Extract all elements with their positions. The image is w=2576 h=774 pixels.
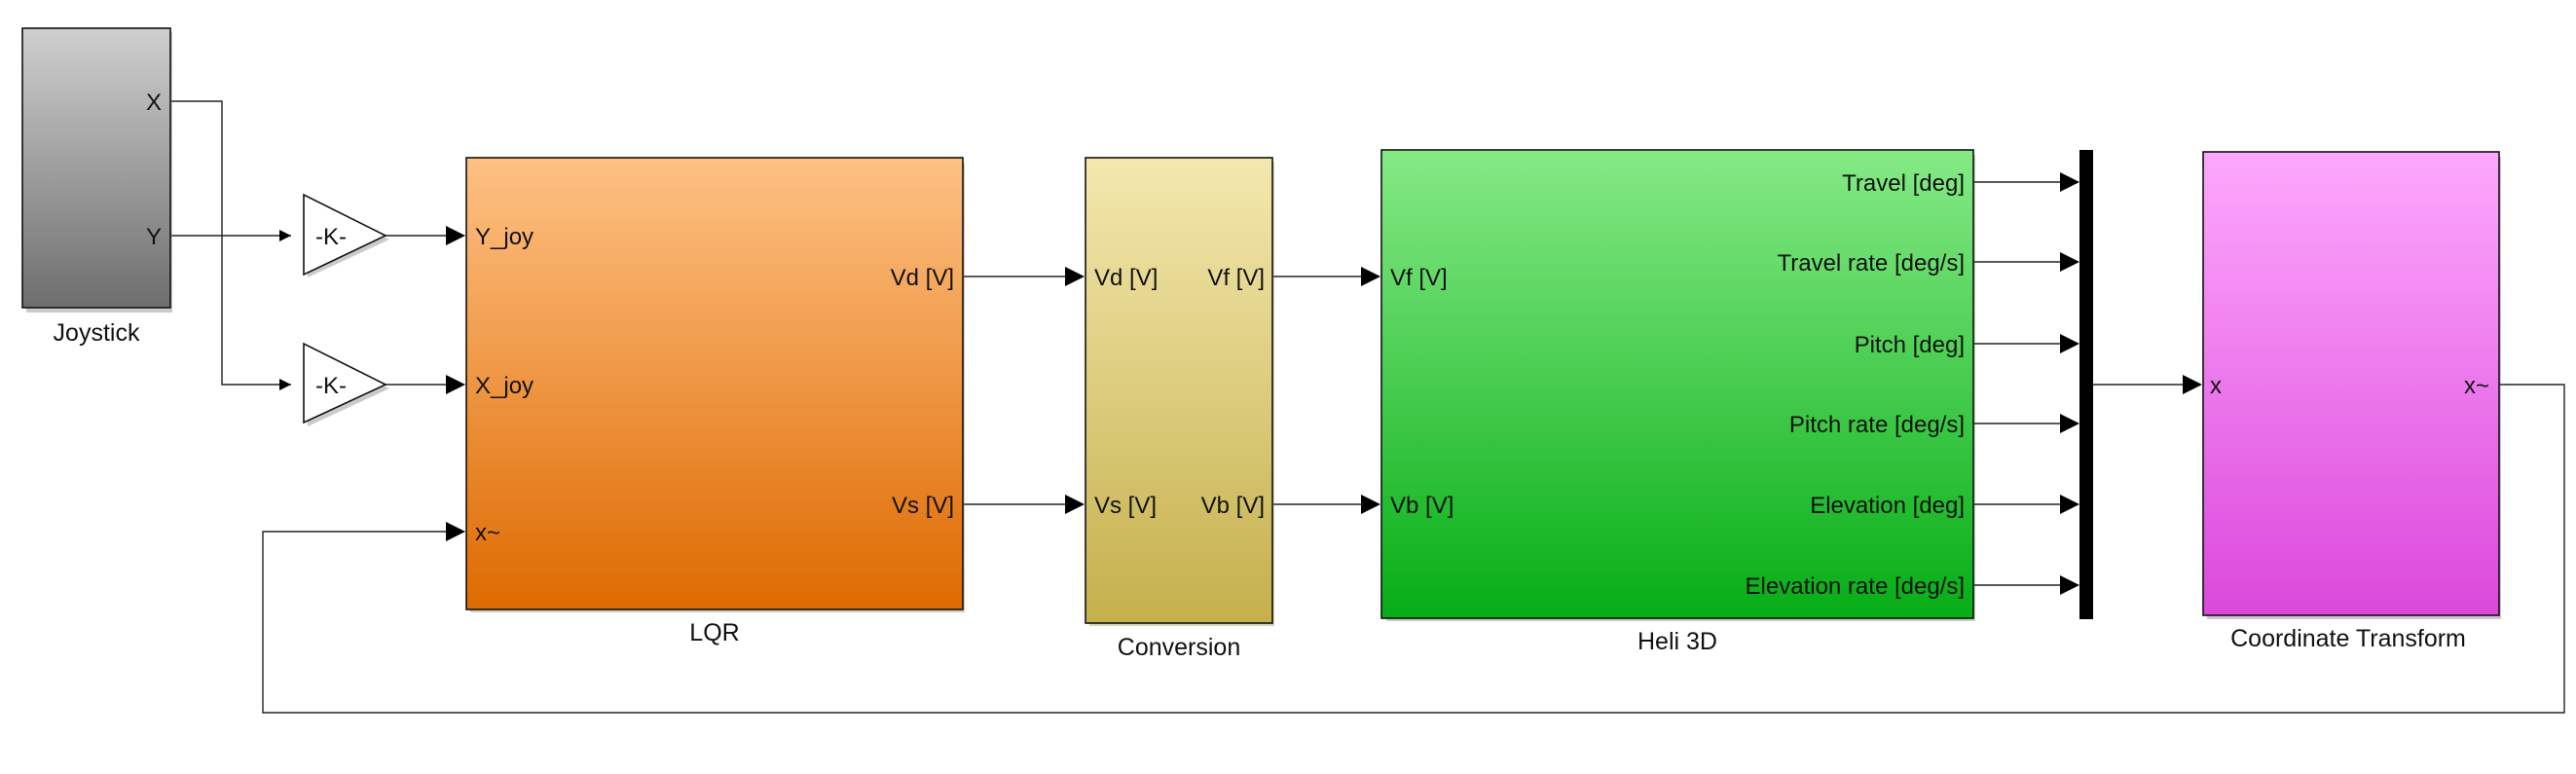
- joystick-title: Joystick: [54, 319, 140, 347]
- transform-port-xtilde: x~: [2464, 373, 2489, 399]
- heli-title: Heli 3D: [1638, 628, 1717, 655]
- arrow-mux-3: [2060, 334, 2079, 353]
- transform-port-x: x: [2210, 373, 2222, 399]
- arrow-mux-1: [2060, 172, 2079, 192]
- conversion-port-vd: Vd [V]: [1094, 265, 1158, 291]
- arrow-transform-in: [2183, 375, 2202, 394]
- arrow-lqr-yjoy: [446, 226, 465, 245]
- heli-block[interactable]: Vf [V] Vb [V] Travel [deg] Travel rate […: [1381, 150, 1975, 655]
- conversion-title: Conversion: [1118, 634, 1240, 661]
- wire-joystick-x[interactable]: [171, 101, 291, 385]
- joystick-block[interactable]: X Y Joystick: [22, 28, 172, 347]
- transform-title: Coordinate Transform: [2230, 625, 2466, 652]
- arrow-mux-5: [2060, 495, 2079, 514]
- arrow-gain-top-in: [279, 230, 291, 241]
- mux-block[interactable]: [2079, 150, 2093, 619]
- lqr-port-yjoy: Y_joy: [475, 224, 534, 250]
- arrow-lqr-xtilde: [446, 522, 465, 541]
- arrow-gain-bottom-in: [279, 379, 291, 390]
- arrow-heli-vb: [1361, 495, 1380, 514]
- lqr-port-xjoy: X_joy: [475, 373, 534, 399]
- lqr-block[interactable]: Y_joy X_joy x~ Vd [V] Vs [V] LQR: [466, 158, 965, 646]
- arrow-heli-vf: [1361, 267, 1380, 286]
- transform-block[interactable]: x x~ Coordinate Transform: [2203, 152, 2501, 652]
- heli-port-vf: Vf [V]: [1390, 265, 1448, 291]
- arrow-mux-2: [2060, 252, 2079, 272]
- gain-top-label: -K-: [315, 224, 347, 250]
- joystick-port-x: X: [146, 90, 162, 116]
- heli-port-elevation-rate: Elevation rate [deg/s]: [1746, 573, 1965, 600]
- gain-block-bottom[interactable]: -K-: [304, 344, 389, 426]
- arrow-conv-vd: [1065, 267, 1085, 286]
- heli-port-elevation: Elevation [deg]: [1810, 493, 1965, 519]
- conversion-port-vb: Vb [V]: [1201, 493, 1265, 519]
- lqr-port-vs: Vs [V]: [892, 493, 954, 519]
- lqr-title: LQR: [689, 619, 739, 646]
- lqr-port-xtilde: x~: [475, 520, 500, 546]
- arrow-lqr-xjoy: [446, 375, 465, 394]
- transform-body[interactable]: [2203, 152, 2499, 615]
- gain-block-top[interactable]: -K-: [304, 195, 389, 277]
- heli-port-pitch-rate: Pitch rate [deg/s]: [1789, 412, 1965, 438]
- heli-port-travel: Travel [deg]: [1842, 170, 1965, 197]
- joystick-body[interactable]: [22, 28, 170, 308]
- lqr-port-vd: Vd [V]: [891, 265, 954, 291]
- joystick-port-y: Y: [146, 224, 162, 250]
- lqr-body[interactable]: [466, 158, 963, 609]
- heli-body[interactable]: [1381, 150, 1973, 618]
- arrow-mux-6: [2060, 575, 2079, 595]
- conversion-block[interactable]: Vd [V] Vs [V] Vf [V] Vb [V] Conversion: [1086, 158, 1274, 661]
- heli-port-vb: Vb [V]: [1390, 493, 1454, 519]
- conversion-port-vs: Vs [V]: [1094, 493, 1157, 519]
- arrow-mux-4: [2060, 414, 2079, 433]
- heli-port-travel-rate: Travel rate [deg/s]: [1777, 250, 1965, 276]
- conversion-port-vf: Vf [V]: [1207, 265, 1265, 291]
- heli-port-pitch: Pitch [deg]: [1855, 332, 1965, 358]
- arrow-conv-vs: [1065, 495, 1085, 514]
- conversion-body[interactable]: [1086, 158, 1272, 623]
- gain-bottom-label: -K-: [315, 373, 347, 399]
